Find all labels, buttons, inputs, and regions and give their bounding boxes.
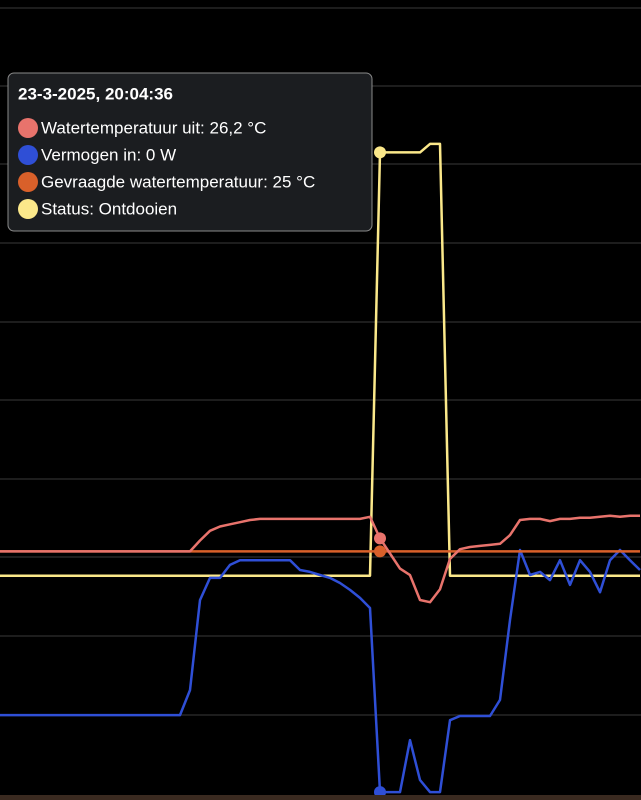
tooltip-box (7, 72, 373, 232)
tooltip-item: Watertemperatuur uit: 26,2 °C (41, 118, 266, 137)
tooltip: 23-3-2025, 20:04:36 Watertemperatuur uit… (7, 72, 373, 232)
tooltip-swatch (18, 145, 38, 165)
hover-marker (374, 532, 386, 545)
hover-marker (374, 146, 386, 159)
bottom-strip (0, 795, 641, 800)
tooltip-swatch (18, 199, 38, 219)
series-line (0, 548, 641, 794)
series-lines (0, 142, 641, 794)
series-line (0, 514, 640, 604)
tooltip-item: Status: Ontdooien (41, 199, 177, 218)
tooltip-item: Gevraagde watertemperatuur: 25 °C (41, 172, 315, 191)
tooltip-item: Vermogen in: 0 W (41, 145, 176, 164)
hover-marker (374, 545, 386, 558)
tooltip-swatch (18, 172, 38, 192)
tooltip-swatch (18, 118, 38, 138)
tooltip-title: 23-3-2025, 20:04:36 (18, 84, 173, 103)
